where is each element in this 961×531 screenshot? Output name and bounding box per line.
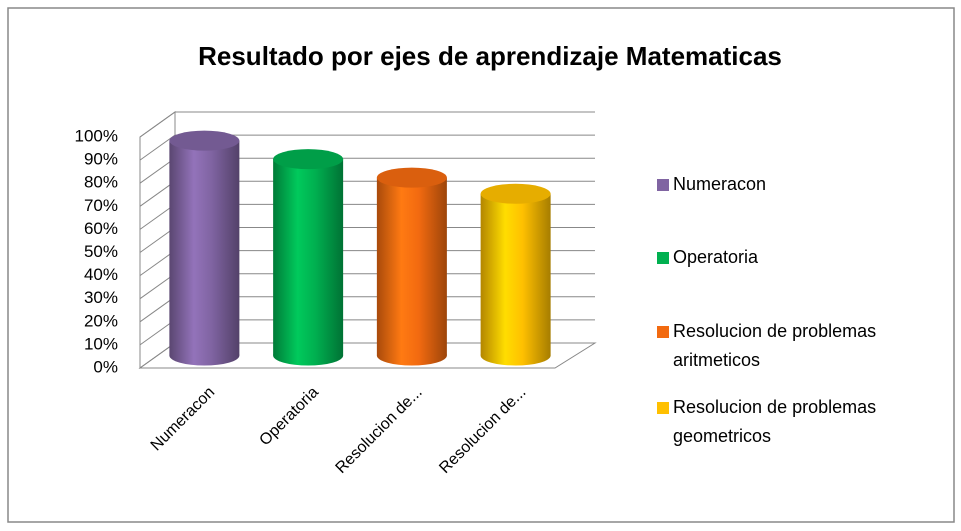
legend-label: Resolucion de problemas aritmeticos	[673, 321, 877, 370]
bar	[273, 159, 344, 356]
legend-label: Numeracon	[673, 174, 767, 194]
legend-swatch	[657, 179, 669, 191]
bar-top	[376, 167, 447, 188]
legend-label: Operatoria	[673, 247, 759, 267]
y-tick-label: 40%	[84, 265, 118, 284]
bar	[169, 140, 240, 356]
y-tick-label: 70%	[84, 196, 118, 215]
y-tick-label: 90%	[84, 150, 118, 169]
grid-line	[139, 111, 595, 138]
bar-top	[273, 149, 344, 170]
legend-swatch	[657, 402, 669, 414]
chart-title: Resultado por ejes de aprendizaje Matema…	[198, 41, 782, 71]
y-tick-label: 100%	[75, 126, 118, 145]
y-tick-label: 30%	[84, 288, 118, 307]
legend-swatch	[657, 326, 669, 338]
legend-label: Resolucion de problemas geometricos	[673, 397, 877, 446]
bar	[480, 193, 551, 356]
y-tick-label: 20%	[84, 311, 118, 330]
bar-top	[480, 183, 551, 204]
legend-swatch	[657, 252, 669, 264]
y-tick-label: 60%	[84, 219, 118, 238]
y-tick-label: 10%	[84, 334, 118, 353]
y-tick-label: 50%	[84, 242, 118, 261]
bar	[376, 177, 447, 356]
y-tick-label: 80%	[84, 173, 118, 192]
bar-top	[169, 130, 240, 151]
grid-line	[139, 134, 595, 161]
y-tick-label: 0%	[93, 357, 118, 376]
